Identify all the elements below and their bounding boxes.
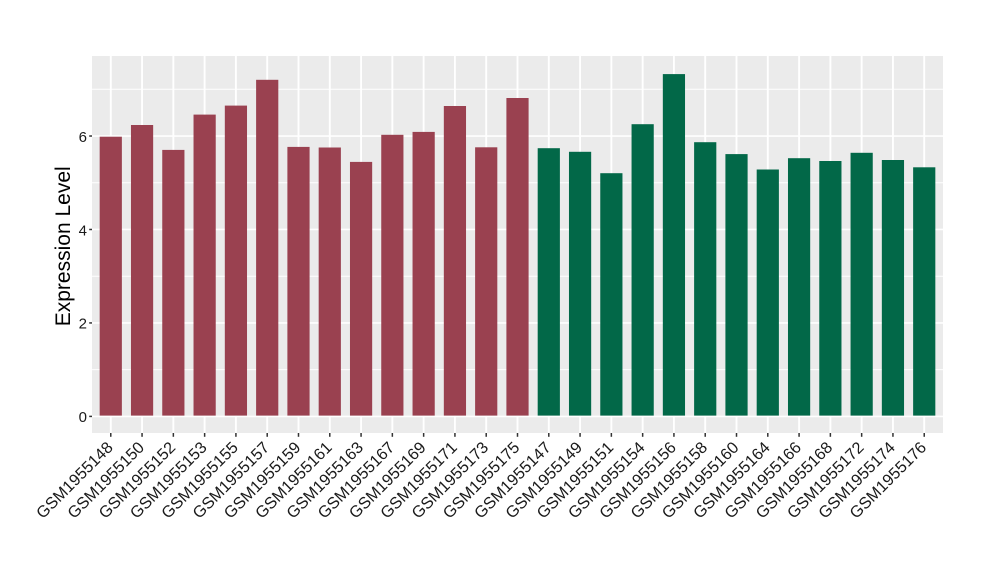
- svg-text:0: 0: [79, 409, 87, 426]
- svg-text:4: 4: [79, 222, 87, 239]
- svg-text:Expression Level: Expression Level: [52, 166, 75, 326]
- svg-text:6: 6: [79, 129, 87, 146]
- svg-text:2: 2: [79, 316, 87, 333]
